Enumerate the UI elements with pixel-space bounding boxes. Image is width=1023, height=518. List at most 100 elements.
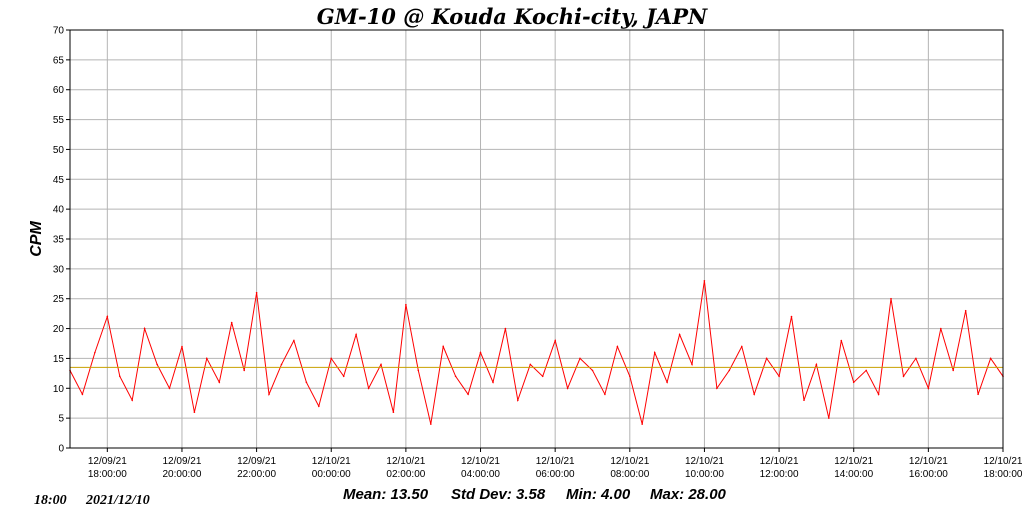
x-tick-time: 20:00:00 <box>162 469 201 480</box>
cpm-data-point <box>380 363 382 366</box>
cpm-data-point <box>616 345 619 348</box>
cpm-data-point <box>504 327 507 330</box>
cpm-data-point <box>915 357 917 360</box>
cpm-data-point <box>255 291 258 294</box>
cpm-data-point <box>691 363 693 366</box>
y-tick-label: 50 <box>53 145 65 156</box>
cpm-data-point <box>653 351 656 354</box>
y-tick-label: 15 <box>53 354 65 365</box>
x-tick-date: 12/10/21 <box>834 456 873 467</box>
x-tick-date: 12/10/21 <box>760 456 799 467</box>
cpm-data-point <box>318 405 320 408</box>
cpm-data-point <box>964 309 967 312</box>
y-tick-label: 30 <box>53 264 65 275</box>
grid <box>70 30 1003 448</box>
cpm-data-point <box>541 375 544 378</box>
x-tick-date: 12/10/21 <box>909 456 948 467</box>
timestamp-time: 18:00 <box>34 493 67 508</box>
cpm-data-point <box>94 351 96 354</box>
cpm-data-point <box>952 369 954 372</box>
cpm-data-point <box>330 357 333 360</box>
x-tick-time: 22:00:00 <box>237 469 276 480</box>
cpm-data-point <box>467 393 469 396</box>
plot-frame <box>69 29 1004 449</box>
x-tick-time: 10:00:00 <box>685 469 724 480</box>
x-tick-time: 06:00:00 <box>536 469 575 480</box>
cpm-data-point <box>81 393 84 396</box>
x-tick-time: 00:00:00 <box>312 469 351 480</box>
stat-std-dev: Std Dev: 3.58 <box>451 486 546 503</box>
series-layer <box>69 280 1004 425</box>
cpm-data-point <box>591 369 594 372</box>
y-tick-label: 10 <box>53 384 65 395</box>
x-tick-time: 08:00:00 <box>610 469 649 480</box>
cpm-data-point <box>293 339 295 342</box>
y-tick-label: 35 <box>53 235 65 246</box>
cpm-data-point <box>143 327 146 330</box>
stats-row: Mean: 13.50 Std Dev: 3.58 Min: 4.00 Max:… <box>343 486 727 503</box>
y-tick-label: 5 <box>58 414 64 425</box>
y-tick-label: 55 <box>53 115 65 126</box>
cpm-data-point <box>342 375 345 378</box>
cpm-data-point <box>131 399 133 402</box>
cpm-data-point <box>890 297 892 300</box>
x-tick-date: 12/10/21 <box>685 456 724 467</box>
stat-max: Max: 28.00 <box>650 486 727 503</box>
cpm-data-point <box>703 280 706 282</box>
cpm-data-point <box>977 393 979 396</box>
cpm-data-point <box>765 357 768 360</box>
y-axis-label: CPM <box>28 221 45 257</box>
y-tick-label: 65 <box>53 55 65 66</box>
x-tick-time: 12:00:00 <box>760 469 799 480</box>
cpm-data-point <box>554 339 556 342</box>
x-tick-time: 02:00:00 <box>386 469 425 480</box>
cpm-data-point <box>305 381 308 384</box>
x-tick-date: 12/10/21 <box>610 456 649 467</box>
cpm-data-point <box>517 399 519 402</box>
cpm-data-point <box>927 387 930 390</box>
x-tick-date: 12/10/21 <box>386 456 425 467</box>
cpm-data-point <box>492 381 494 384</box>
cpm-data-point <box>803 399 805 402</box>
stat-mean: Mean: 13.50 <box>343 486 429 503</box>
cpm-data-point <box>716 387 718 390</box>
cpm-data-point <box>678 333 681 336</box>
x-tick-time: 18:00:00 <box>984 469 1023 480</box>
cpm-data-point <box>405 303 407 306</box>
cpm-data-point <box>181 345 183 348</box>
cpm-data-point <box>815 363 818 366</box>
x-tick-date: 12/10/21 <box>984 456 1023 467</box>
x-tick-date: 12/09/21 <box>88 456 127 467</box>
cpm-data-point <box>778 375 780 378</box>
x-tick-date: 12/10/21 <box>536 456 575 467</box>
cpm-data-point <box>828 417 830 419</box>
cpm-data-point <box>629 375 631 378</box>
x-tick-time: 04:00:00 <box>461 469 500 480</box>
cpm-data-point <box>243 369 245 372</box>
cpm-data-point <box>877 393 880 396</box>
cpm-data-point <box>417 369 420 372</box>
cpm-data-point <box>280 363 283 366</box>
cpm-data-point <box>430 423 432 425</box>
y-tick-label: 0 <box>58 444 64 455</box>
cpm-data-point <box>367 387 370 390</box>
y-tick-label: 70 <box>53 26 65 37</box>
cpm-data-point <box>865 369 867 372</box>
timestamp: 18:00 2021/12/10 <box>34 493 150 508</box>
cpm-data-point <box>753 393 755 396</box>
cpm-data-point <box>355 333 357 336</box>
x-tick-time: 14:00:00 <box>834 469 873 480</box>
cpm-data-point <box>790 315 793 318</box>
stat-min: Min: 4.00 <box>566 486 631 503</box>
cpm-data-point <box>741 345 743 348</box>
y-tick-label: 20 <box>53 324 65 335</box>
x-tick-date: 12/10/21 <box>461 456 500 467</box>
cpm-data-point <box>852 381 855 384</box>
y-tick-label: 40 <box>53 205 65 216</box>
chart-title: GM-10 @ Kouda Kochi-city, JAPN <box>317 4 708 29</box>
x-tick-time: 16:00:00 <box>909 469 948 480</box>
cpm-data-point <box>230 321 233 324</box>
x-tick-date: 12/09/21 <box>237 456 276 467</box>
timestamp-date: 2021/12/10 <box>85 493 150 508</box>
